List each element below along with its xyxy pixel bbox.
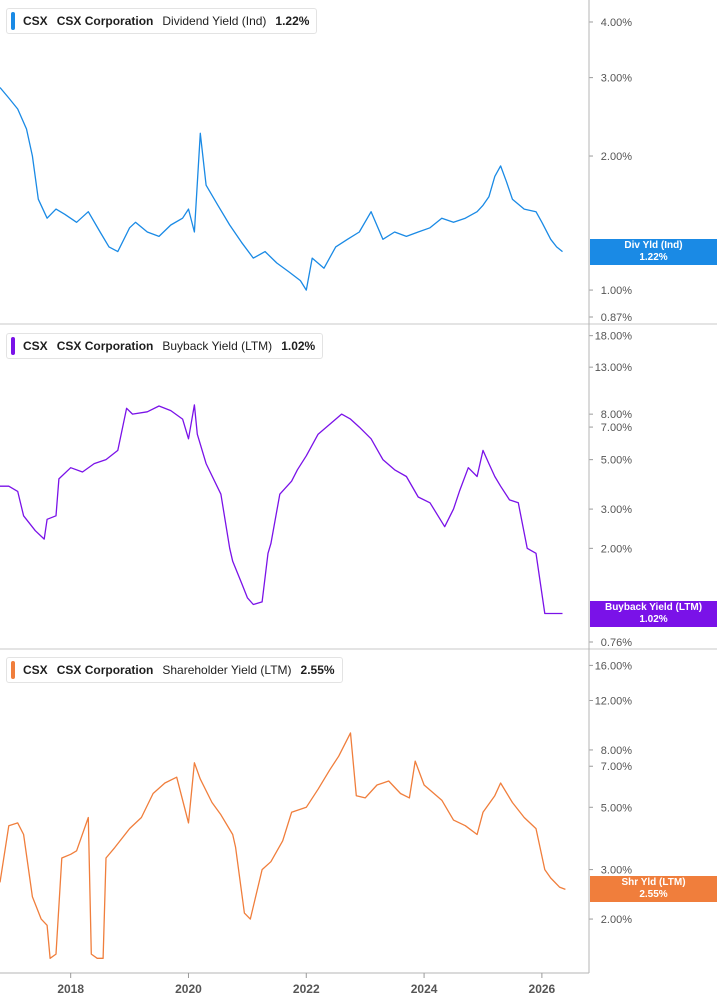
flag-value: 2.55% (639, 889, 668, 900)
legend-ticker: CSX (23, 339, 48, 353)
y-tick-label: 13.00% (595, 362, 633, 374)
x-tick-label: 2020 (175, 982, 202, 996)
y-tick-label: 4.00% (601, 17, 632, 29)
series-color-swatch (11, 337, 15, 355)
y-tick-label: 2.00% (601, 914, 632, 926)
y-tick-label: 0.87% (601, 312, 632, 324)
legend-buyback-yield: CSX CSX Corporation Buyback Yield (LTM) … (6, 333, 324, 359)
legend-company: CSX Corporation (56, 339, 154, 353)
legend-shareholder-yield: CSX CSX Corporation Shareholder Yield (L… (6, 657, 343, 683)
flag-value: 1.02% (639, 614, 668, 625)
flag-value: 1.22% (639, 252, 668, 263)
y-tick-label: 8.00% (601, 745, 632, 757)
flag-label: Buyback Yield (LTM) (604, 602, 703, 613)
x-tick-label: 2026 (529, 982, 556, 996)
legend-metric: Shareholder Yield (LTM) (162, 663, 292, 677)
legend-ticker: CSX (23, 663, 48, 677)
y-tick-label: 2.00% (601, 543, 632, 555)
y-tick-label: 8.00% (601, 409, 632, 421)
series-line (0, 732, 566, 959)
legend-company: CSX Corporation (56, 14, 154, 28)
last-value-flag-shareholder: Shr Yld (LTM) 2.55% (590, 876, 717, 902)
y-tick-label: 7.00% (601, 422, 632, 434)
legend-value: 1.22% (275, 14, 310, 28)
y-tick-label: 18.00% (595, 331, 633, 343)
y-tick-label: 2.00% (601, 151, 632, 163)
y-tick-label: 0.76% (601, 637, 632, 649)
series-color-swatch (11, 661, 15, 679)
y-tick-label: 3.00% (601, 504, 632, 516)
y-tick-label: 3.00% (601, 865, 632, 877)
y-tick-label: 3.00% (601, 73, 632, 85)
x-tick-label: 2024 (411, 982, 438, 996)
x-tick-label: 2018 (57, 982, 84, 996)
legend-value: 1.02% (281, 339, 316, 353)
legend-metric: Dividend Yield (Ind) (162, 14, 267, 28)
legend-company: CSX Corporation (56, 663, 154, 677)
flag-label: Shr Yld (LTM) (621, 877, 686, 888)
last-value-flag-dividend: Div Yld (Ind) 1.22% (590, 239, 717, 265)
last-value-flag-buyback: Buyback Yield (LTM) 1.02% (590, 601, 717, 627)
y-tick-label: 12.00% (595, 695, 633, 707)
y-tick-label: 5.00% (601, 802, 632, 814)
legend-metric: Buyback Yield (LTM) (162, 339, 273, 353)
y-tick-label: 7.00% (601, 761, 632, 773)
y-tick-label: 5.00% (601, 455, 632, 467)
legend-value: 2.55% (300, 663, 335, 677)
series-line (0, 87, 563, 291)
series-line (0, 404, 563, 615)
series-color-swatch (11, 12, 15, 30)
legend-dividend-yield: CSX CSX Corporation Dividend Yield (Ind)… (6, 8, 318, 34)
flag-label: Div Yld (Ind) (624, 240, 683, 251)
x-tick-label: 2022 (293, 982, 320, 996)
legend-ticker: CSX (23, 14, 48, 28)
y-tick-label: 16.00% (595, 660, 633, 672)
y-tick-label: 1.00% (601, 285, 632, 297)
